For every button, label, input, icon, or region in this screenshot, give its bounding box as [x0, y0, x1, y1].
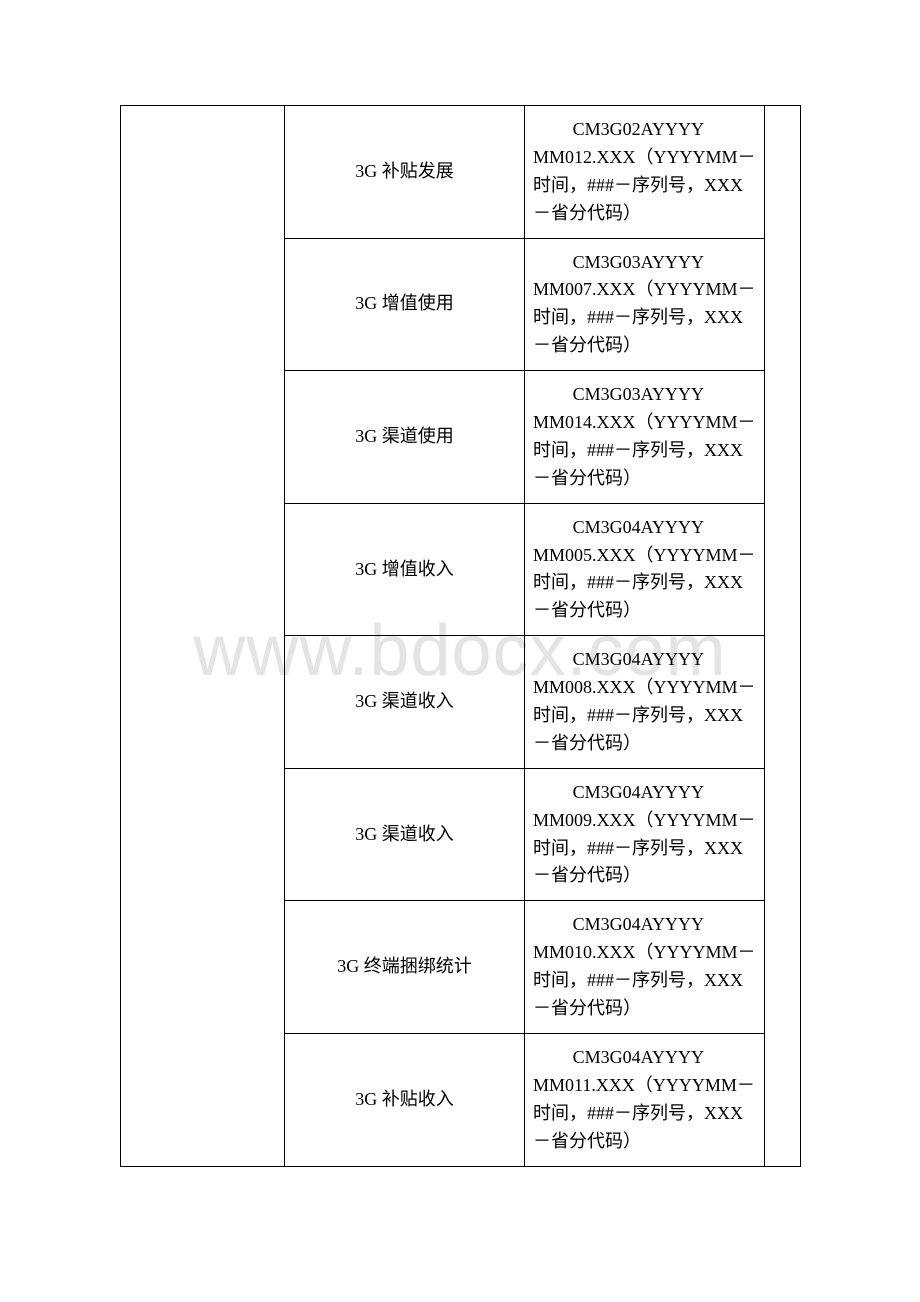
desc-rest: MM005.XXX（YYYYMM－时间，###－序列号，XXX－省分代码） [533, 545, 756, 621]
label-cell: 3G 增值收入 [285, 503, 525, 636]
label-cell: 3G 渠道收入 [285, 768, 525, 901]
desc-first-line: CM3G03AYYYY [533, 381, 756, 409]
desc-cell: CM3G04AYYYY MM009.XXX（YYYYMM－时间，###－序列号，… [525, 768, 765, 901]
desc-rest: MM011.XXX（YYYYMM－时间，###－序列号，XXX－省分代码） [533, 1075, 755, 1151]
desc-first-line: CM3G04AYYYY [533, 514, 756, 542]
desc-rest: MM009.XXX（YYYYMM－时间，###－序列号，XXX－省分代码） [533, 810, 756, 886]
desc-first-line: CM3G04AYYYY [533, 1044, 756, 1072]
desc-cell: CM3G04AYYYY MM005.XXX（YYYYMM－时间，###－序列号，… [525, 503, 765, 636]
desc-cell: CM3G04AYYYY MM010.XXX（YYYYMM－时间，###－序列号，… [525, 901, 765, 1034]
trailing-cell [765, 106, 801, 1167]
desc-cell: CM3G04AYYYY MM011.XXX（YYYYMM－时间，###－序列号，… [525, 1033, 765, 1166]
desc-cell: CM3G04AYYYY MM008.XXX（YYYYMM－时间，###－序列号，… [525, 636, 765, 769]
label-cell: 3G 渠道收入 [285, 636, 525, 769]
label-cell: 3G 增值使用 [285, 238, 525, 371]
category-cell [121, 106, 285, 1167]
desc-rest: MM007.XXX（YYYYMM－时间，###－序列号，XXX－省分代码） [533, 279, 756, 355]
desc-cell: CM3G03AYYYY MM014.XXX（YYYYMM－时间，###－序列号，… [525, 371, 765, 504]
desc-first-line: CM3G04AYYYY [533, 779, 756, 807]
desc-first-line: CM3G04AYYYY [533, 646, 756, 674]
desc-rest: MM010.XXX（YYYYMM－时间，###－序列号，XXX－省分代码） [533, 942, 756, 1018]
data-table: 3G 补贴发展 CM3G02AYYYY MM012.XXX（YYYYMM－时间，… [120, 105, 801, 1167]
desc-cell: CM3G02AYYYY MM012.XXX（YYYYMM－时间，###－序列号，… [525, 106, 765, 239]
label-cell: 3G 补贴发展 [285, 106, 525, 239]
page-container: 3G 补贴发展 CM3G02AYYYY MM012.XXX（YYYYMM－时间，… [120, 105, 800, 1167]
label-cell: 3G 渠道使用 [285, 371, 525, 504]
desc-rest: MM014.XXX（YYYYMM－时间，###－序列号，XXX－省分代码） [533, 412, 756, 488]
desc-rest: MM008.XXX（YYYYMM－时间，###－序列号，XXX－省分代码） [533, 677, 756, 753]
label-cell: 3G 终端捆绑统计 [285, 901, 525, 1034]
table-row: 3G 补贴发展 CM3G02AYYYY MM012.XXX（YYYYMM－时间，… [121, 106, 801, 239]
desc-rest: MM012.XXX（YYYYMM－时间，###－序列号，XXX－省分代码） [533, 147, 756, 223]
desc-first-line: CM3G03AYYYY [533, 249, 756, 277]
desc-cell: CM3G03AYYYY MM007.XXX（YYYYMM－时间，###－序列号，… [525, 238, 765, 371]
desc-first-line: CM3G02AYYYY [533, 116, 756, 144]
desc-first-line: CM3G04AYYYY [533, 911, 756, 939]
label-cell: 3G 补贴收入 [285, 1033, 525, 1166]
